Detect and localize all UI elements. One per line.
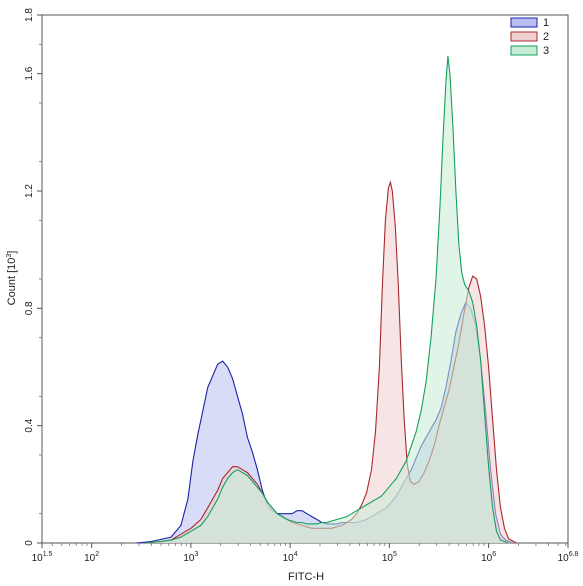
y-tick-label: 0.4: [24, 418, 35, 432]
x-axis: 101.5 102 103 104 105 106 106.8: [32, 543, 579, 564]
x-tick-label: 103: [183, 551, 198, 564]
legend-swatch-2: [510, 31, 538, 42]
legend-label-1: 1: [543, 17, 549, 29]
y-tick-label: 0.8: [24, 301, 35, 315]
x-tick-label: 101.5: [32, 551, 53, 564]
legend-swatch-3: [510, 45, 538, 56]
series-layer: [136, 56, 517, 544]
x-tick-label: 105: [382, 551, 397, 564]
y-axis: 0 0.4 0.8 1.2 1.6 1.8: [24, 8, 42, 546]
legend: 1 2 3: [510, 17, 549, 57]
y-axis-title: Count [103]: [6, 251, 18, 306]
x-tick-label: 104: [283, 551, 298, 564]
x-tick-label: 102: [84, 551, 99, 564]
y-tick-label: 1.2: [24, 184, 35, 198]
series-3-line: [146, 56, 509, 544]
series-3-area: [146, 56, 509, 543]
x-tick-label: 106: [481, 551, 496, 564]
legend-label-3: 3: [543, 45, 549, 57]
y-tick-label: 1.6: [24, 66, 35, 80]
y-tick-label: 1.8: [24, 8, 35, 22]
x-tick-label: 106.8: [558, 551, 579, 564]
x-axis-title: FITC-H: [288, 571, 324, 583]
y-tick-label: 0: [24, 540, 35, 546]
legend-swatch-1: [510, 17, 538, 28]
legend-label-2: 2: [543, 31, 549, 43]
